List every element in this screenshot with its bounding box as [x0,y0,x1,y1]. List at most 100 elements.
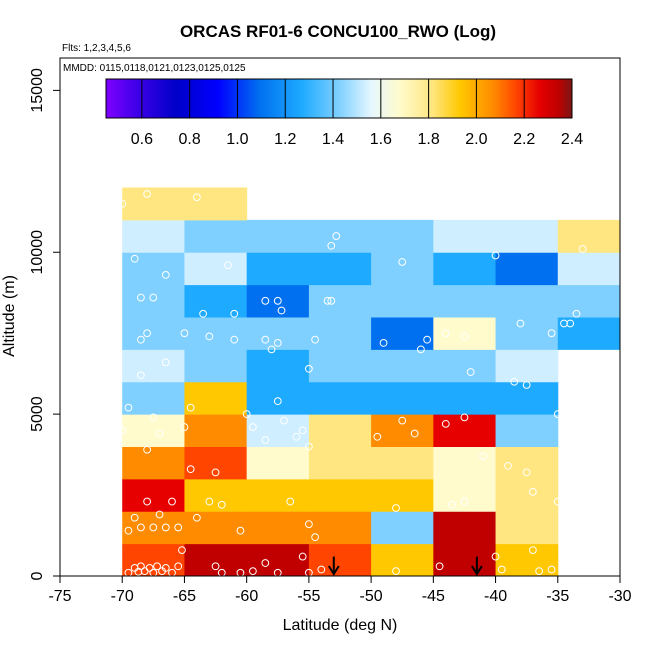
y-axis: 0 5000 10000 15000 [29,68,60,580]
heatmap-cell [495,543,559,577]
sample-point [168,497,176,506]
sample-point [280,416,288,425]
x-axis-label: Latitude (deg N) [283,617,398,634]
heatmap-cell [184,187,248,221]
x-tick-label: -70 [111,588,134,605]
heatmap-cell [308,317,372,350]
heatmap-cell [371,381,434,415]
heatmap-cell [308,543,372,577]
sample-point [327,296,336,305]
sample-point [522,468,531,477]
heatmap-cell [495,414,559,447]
sample-point [124,403,133,412]
y-tick-label: 5000 [29,396,46,432]
sample-point [547,565,556,574]
heatmap-cell [122,381,185,415]
sample-point [205,497,214,506]
sample-point [497,565,506,574]
sample-point [261,296,270,305]
heatmap-cell [495,349,559,383]
heatmap-cell [433,349,497,383]
heatmap-cell [122,349,185,383]
heatmap-cell [308,219,372,253]
heatmap-cell [122,414,185,447]
heatmap-cell [184,219,248,253]
heatmap-cell [246,414,310,447]
heatmap-cell [495,317,559,350]
heatmap-cell [122,446,185,480]
sample-point [205,332,214,341]
heatmap-cell [184,349,248,383]
sample-point [230,309,239,318]
heatmap-cell [371,219,434,253]
heatmap-cell [184,478,248,512]
heatmap-cell [246,317,310,350]
sample-point [186,403,195,412]
sample-point [273,339,282,347]
sample-point [186,465,195,474]
heatmap-cell [122,219,185,253]
sample-point [441,419,450,428]
sample-point [491,251,500,260]
chart-title: ORCAS RF01-6 CONCU100_RWO (Log) [180,22,496,41]
sample-point [217,500,226,509]
colorbar-tick-label: 1.4 [322,131,344,148]
date-label: MMDD: 0115,0118,0121,0123,0125,0125 [63,63,246,74]
sample-point [145,564,154,572]
sample-point [178,546,186,554]
sample-point [161,271,170,279]
sample-point [441,329,450,338]
heatmap-cell [246,284,310,318]
sample-point [199,309,208,318]
x-tick-label: -40 [484,588,507,605]
sample-point [248,423,257,431]
heatmap-cell [557,252,621,286]
heatmap-cell [495,284,559,318]
sample-point [416,345,425,354]
colorbar-tick-label: 1.0 [226,131,248,148]
sample-point [155,510,164,519]
sample-point [373,432,382,441]
sample-point [392,567,400,576]
heatmap-cell [371,414,434,447]
heatmap-cell [557,284,621,318]
heatmap-cell [495,252,559,286]
colorbar-tick-label: 2.0 [465,131,487,148]
heatmap-cell [184,381,248,415]
heatmap-cell [433,543,497,577]
heatmap-cell [184,543,248,577]
sample-point [466,368,475,376]
sample-point [118,199,127,208]
sample-point [460,332,469,341]
marker-arrow-head [327,565,340,576]
y-tick-label: 0 [29,571,46,580]
sample-point [398,416,407,425]
x-tick-label: -45 [422,588,445,605]
heatmap-cell [308,284,372,318]
heatmap-cell [557,317,621,350]
sample-point [304,520,313,529]
x-tick-label: -65 [173,588,196,605]
sample-point [143,190,152,198]
heatmap-cell [433,219,497,253]
sample-point [317,565,326,574]
colorbar-tick-label: 1.6 [370,131,392,148]
sample-point [143,497,152,506]
sample-point [553,410,562,419]
sample-point [124,526,133,535]
sample-point [392,504,400,512]
heatmap-cell [246,478,310,512]
sample-point [547,329,556,338]
x-tick-label: -55 [297,588,320,605]
sample-point [248,567,257,576]
heatmap-cell [433,381,497,415]
heatmap-cell [495,478,559,512]
sample-point [136,562,145,571]
heatmap-cell [308,252,372,286]
x-tick-label: -60 [235,588,258,605]
sample-point [504,462,512,470]
heatmap-cell [371,252,434,286]
sample-point [311,335,320,344]
heatmap-cell [184,284,248,318]
